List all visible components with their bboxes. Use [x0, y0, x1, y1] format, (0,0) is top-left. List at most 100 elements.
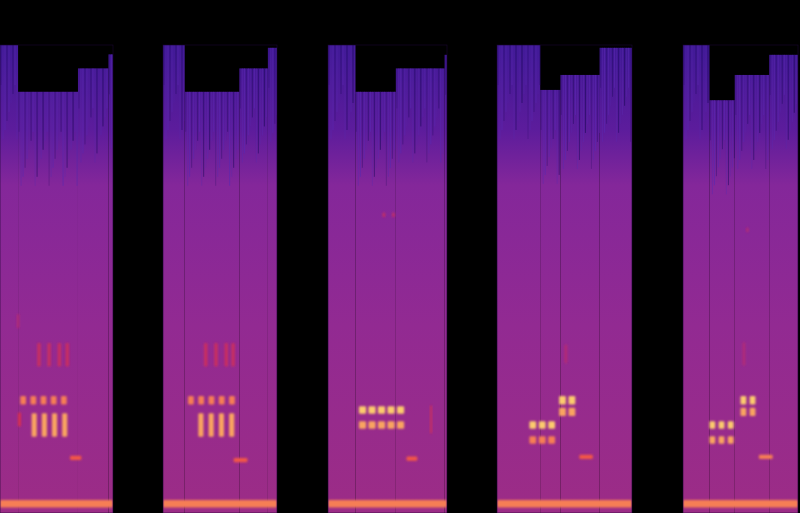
streak	[49, 92, 50, 186]
call-event	[214, 343, 217, 366]
call-event	[750, 408, 756, 416]
streak	[21, 92, 22, 186]
call-event	[32, 413, 37, 436]
streak	[604, 48, 605, 133]
streak	[82, 68, 83, 153]
streak	[98, 68, 99, 144]
call-event	[383, 213, 385, 218]
streak	[382, 92, 383, 141]
streak	[390, 92, 391, 168]
streak	[571, 75, 572, 133]
streak	[569, 75, 570, 142]
streak	[268, 48, 269, 88]
streak	[33, 92, 34, 132]
streak	[530, 45, 531, 130]
call-event	[430, 405, 431, 433]
streak	[374, 92, 375, 177]
streak	[549, 90, 550, 157]
streak	[600, 48, 601, 88]
call-event	[565, 345, 568, 364]
call-event	[61, 396, 67, 404]
streak	[786, 55, 787, 149]
call-event	[368, 421, 375, 428]
call-event	[759, 455, 773, 459]
streak	[628, 48, 629, 88]
streak	[29, 92, 30, 150]
streak	[174, 45, 175, 103]
streak	[252, 68, 253, 117]
streak	[540, 45, 541, 85]
streak	[502, 45, 503, 130]
call-event	[741, 408, 747, 416]
call-event	[219, 396, 225, 404]
streak	[223, 92, 224, 150]
streak	[368, 92, 369, 141]
streak	[630, 48, 631, 142]
streak	[19, 92, 20, 132]
streak	[424, 68, 425, 108]
streak	[104, 68, 105, 117]
streak	[710, 100, 711, 140]
spectrum-band	[185, 92, 240, 513]
call-event	[388, 406, 395, 413]
streak	[78, 68, 79, 108]
streak	[508, 45, 509, 103]
streak	[696, 45, 697, 94]
streak	[557, 90, 558, 184]
streak	[47, 92, 48, 132]
streak	[749, 75, 750, 115]
spectrogram-panel	[683, 45, 798, 513]
call-event	[569, 408, 576, 416]
streak	[96, 68, 97, 153]
streak	[77, 92, 78, 186]
call-event	[70, 456, 81, 460]
streak	[555, 90, 556, 130]
streak	[735, 75, 736, 115]
streak	[579, 75, 580, 160]
spectrum-band	[108, 54, 113, 513]
plot-frame	[683, 45, 798, 513]
streak	[100, 68, 101, 135]
streak	[585, 75, 586, 133]
streak	[75, 92, 76, 132]
streak	[3, 45, 4, 139]
call-event	[741, 396, 747, 404]
call-event	[397, 421, 404, 428]
streak	[402, 68, 403, 144]
streak	[398, 68, 399, 162]
streak	[602, 48, 603, 142]
call-event	[529, 421, 536, 428]
streak	[622, 48, 623, 115]
streak	[514, 45, 515, 139]
streak	[510, 45, 511, 94]
streak	[567, 75, 568, 151]
streak	[90, 68, 91, 117]
call-event	[37, 343, 40, 366]
streak	[726, 100, 727, 194]
streak	[422, 68, 423, 117]
streak	[575, 75, 576, 115]
call-event	[719, 436, 725, 443]
streak	[730, 100, 731, 176]
streak	[608, 48, 609, 115]
streak	[380, 92, 381, 150]
spectrum-band	[328, 45, 355, 513]
streak	[524, 45, 525, 94]
call-event	[58, 343, 61, 366]
streak	[193, 92, 194, 159]
streak	[51, 92, 52, 177]
spectrum-band	[163, 45, 185, 513]
streak	[71, 92, 72, 150]
call-event	[359, 421, 366, 428]
streak	[353, 45, 354, 103]
streak	[329, 45, 330, 85]
streak	[528, 45, 529, 139]
streak	[751, 75, 752, 169]
streak	[712, 100, 713, 194]
streak	[266, 68, 267, 117]
streak	[176, 45, 177, 94]
streak	[541, 90, 542, 130]
streak	[442, 68, 443, 153]
streak	[394, 92, 395, 150]
streak	[410, 68, 411, 108]
